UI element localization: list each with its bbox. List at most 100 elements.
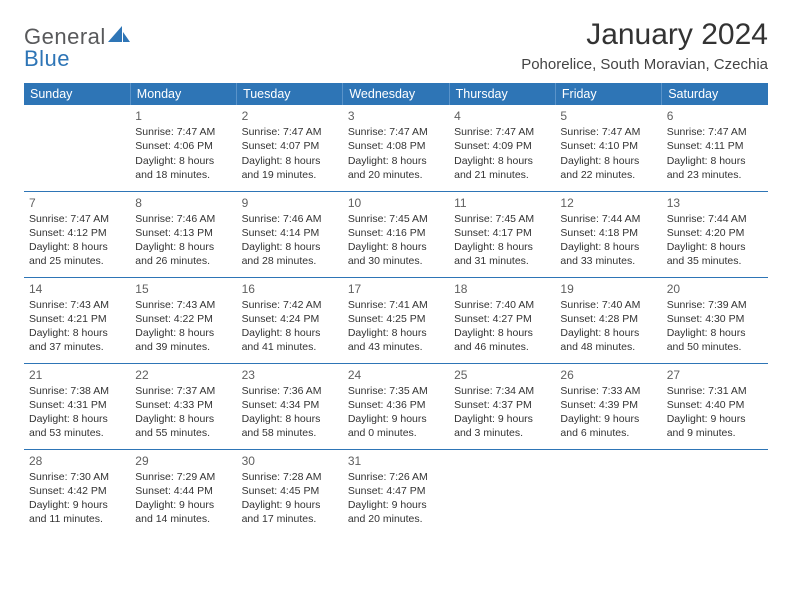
cell-sunset: Sunset: 4:37 PM xyxy=(454,398,550,412)
cell-sunset: Sunset: 4:34 PM xyxy=(242,398,338,412)
cell-sunset: Sunset: 4:12 PM xyxy=(29,226,125,240)
cell-sunrise: Sunrise: 7:47 AM xyxy=(560,125,656,139)
cell-dl2: and 58 minutes. xyxy=(242,426,338,440)
cell-dl1: Daylight: 9 hours xyxy=(348,412,444,426)
day-number: 5 xyxy=(560,108,656,124)
day-cell xyxy=(24,105,130,191)
cell-dl1: Daylight: 8 hours xyxy=(135,326,231,340)
cell-dl1: Daylight: 8 hours xyxy=(667,154,763,168)
day-cell: 15Sunrise: 7:43 AMSunset: 4:22 PMDayligh… xyxy=(130,277,236,363)
cell-sunrise: Sunrise: 7:40 AM xyxy=(560,298,656,312)
day-cell: 30Sunrise: 7:28 AMSunset: 4:45 PMDayligh… xyxy=(237,449,343,535)
cell-dl1: Daylight: 8 hours xyxy=(348,240,444,254)
day-number: 9 xyxy=(242,195,338,211)
cell-sunrise: Sunrise: 7:30 AM xyxy=(29,470,125,484)
day-cell: 12Sunrise: 7:44 AMSunset: 4:18 PMDayligh… xyxy=(555,191,661,277)
cell-dl2: and 55 minutes. xyxy=(135,426,231,440)
cell-dl2: and 53 minutes. xyxy=(29,426,125,440)
cell-dl2: and 9 minutes. xyxy=(667,426,763,440)
day-number: 18 xyxy=(454,281,550,297)
cell-dl1: Daylight: 8 hours xyxy=(242,154,338,168)
day-cell: 26Sunrise: 7:33 AMSunset: 4:39 PMDayligh… xyxy=(555,363,661,449)
day-number: 8 xyxy=(135,195,231,211)
day-cell: 16Sunrise: 7:42 AMSunset: 4:24 PMDayligh… xyxy=(237,277,343,363)
day-cell: 10Sunrise: 7:45 AMSunset: 4:16 PMDayligh… xyxy=(343,191,449,277)
day-number: 7 xyxy=(29,195,125,211)
cell-dl2: and 46 minutes. xyxy=(454,340,550,354)
cell-sunset: Sunset: 4:33 PM xyxy=(135,398,231,412)
day-cell xyxy=(449,449,555,535)
cell-sunrise: Sunrise: 7:45 AM xyxy=(454,212,550,226)
cell-dl1: Daylight: 8 hours xyxy=(667,240,763,254)
cell-dl1: Daylight: 8 hours xyxy=(29,240,125,254)
day-number: 20 xyxy=(667,281,763,297)
week-row: 28Sunrise: 7:30 AMSunset: 4:42 PMDayligh… xyxy=(24,449,768,535)
cell-sunrise: Sunrise: 7:43 AM xyxy=(135,298,231,312)
cell-sunrise: Sunrise: 7:38 AM xyxy=(29,384,125,398)
title-block: January 2024 Pohorelice, South Moravian,… xyxy=(521,18,768,73)
cell-sunset: Sunset: 4:45 PM xyxy=(242,484,338,498)
day-cell: 8Sunrise: 7:46 AMSunset: 4:13 PMDaylight… xyxy=(130,191,236,277)
day-cell: 28Sunrise: 7:30 AMSunset: 4:42 PMDayligh… xyxy=(24,449,130,535)
cell-dl2: and 37 minutes. xyxy=(29,340,125,354)
cell-sunset: Sunset: 4:44 PM xyxy=(135,484,231,498)
cell-dl1: Daylight: 9 hours xyxy=(667,412,763,426)
day-cell: 22Sunrise: 7:37 AMSunset: 4:33 PMDayligh… xyxy=(130,363,236,449)
cell-dl1: Daylight: 8 hours xyxy=(29,412,125,426)
dayheader-thu: Thursday xyxy=(449,83,555,105)
cell-sunrise: Sunrise: 7:28 AM xyxy=(242,470,338,484)
day-cell: 9Sunrise: 7:46 AMSunset: 4:14 PMDaylight… xyxy=(237,191,343,277)
day-number: 24 xyxy=(348,367,444,383)
day-header-row: Sunday Monday Tuesday Wednesday Thursday… xyxy=(24,83,768,105)
day-cell: 7Sunrise: 7:47 AMSunset: 4:12 PMDaylight… xyxy=(24,191,130,277)
cell-dl2: and 11 minutes. xyxy=(29,512,125,526)
day-number: 29 xyxy=(135,453,231,469)
cell-sunrise: Sunrise: 7:46 AM xyxy=(135,212,231,226)
cell-sunset: Sunset: 4:18 PM xyxy=(560,226,656,240)
cell-dl1: Daylight: 9 hours xyxy=(348,498,444,512)
cell-dl1: Daylight: 8 hours xyxy=(242,240,338,254)
cell-sunrise: Sunrise: 7:47 AM xyxy=(29,212,125,226)
cell-dl2: and 20 minutes. xyxy=(348,168,444,182)
day-cell: 3Sunrise: 7:47 AMSunset: 4:08 PMDaylight… xyxy=(343,105,449,191)
cell-dl2: and 14 minutes. xyxy=(135,512,231,526)
cell-sunset: Sunset: 4:28 PM xyxy=(560,312,656,326)
cell-sunrise: Sunrise: 7:47 AM xyxy=(667,125,763,139)
calendar-body: 1Sunrise: 7:47 AMSunset: 4:06 PMDaylight… xyxy=(24,105,768,535)
cell-dl2: and 33 minutes. xyxy=(560,254,656,268)
cell-sunset: Sunset: 4:20 PM xyxy=(667,226,763,240)
day-cell: 2Sunrise: 7:47 AMSunset: 4:07 PMDaylight… xyxy=(237,105,343,191)
day-number: 15 xyxy=(135,281,231,297)
cell-dl1: Daylight: 8 hours xyxy=(135,240,231,254)
cell-dl2: and 30 minutes. xyxy=(348,254,444,268)
cell-dl2: and 0 minutes. xyxy=(348,426,444,440)
cell-sunrise: Sunrise: 7:43 AM xyxy=(29,298,125,312)
cell-sunset: Sunset: 4:40 PM xyxy=(667,398,763,412)
week-row: 7Sunrise: 7:47 AMSunset: 4:12 PMDaylight… xyxy=(24,191,768,277)
cell-sunset: Sunset: 4:21 PM xyxy=(29,312,125,326)
cell-dl2: and 35 minutes. xyxy=(667,254,763,268)
dayheader-sun: Sunday xyxy=(24,83,130,105)
cell-sunrise: Sunrise: 7:47 AM xyxy=(454,125,550,139)
cell-dl2: and 17 minutes. xyxy=(242,512,338,526)
cell-sunset: Sunset: 4:25 PM xyxy=(348,312,444,326)
cell-dl1: Daylight: 8 hours xyxy=(135,412,231,426)
day-number: 10 xyxy=(348,195,444,211)
cell-dl2: and 26 minutes. xyxy=(135,254,231,268)
cell-sunrise: Sunrise: 7:31 AM xyxy=(667,384,763,398)
cell-sunset: Sunset: 4:16 PM xyxy=(348,226,444,240)
day-number: 31 xyxy=(348,453,444,469)
day-cell: 6Sunrise: 7:47 AMSunset: 4:11 PMDaylight… xyxy=(662,105,768,191)
cell-sunset: Sunset: 4:06 PM xyxy=(135,139,231,153)
cell-dl2: and 20 minutes. xyxy=(348,512,444,526)
cell-sunset: Sunset: 4:08 PM xyxy=(348,139,444,153)
day-cell: 11Sunrise: 7:45 AMSunset: 4:17 PMDayligh… xyxy=(449,191,555,277)
day-cell: 24Sunrise: 7:35 AMSunset: 4:36 PMDayligh… xyxy=(343,363,449,449)
cell-dl2: and 6 minutes. xyxy=(560,426,656,440)
day-cell: 13Sunrise: 7:44 AMSunset: 4:20 PMDayligh… xyxy=(662,191,768,277)
dayheader-tue: Tuesday xyxy=(237,83,343,105)
day-cell: 4Sunrise: 7:47 AMSunset: 4:09 PMDaylight… xyxy=(449,105,555,191)
cell-sunrise: Sunrise: 7:47 AM xyxy=(242,125,338,139)
cell-sunrise: Sunrise: 7:45 AM xyxy=(348,212,444,226)
day-cell xyxy=(555,449,661,535)
